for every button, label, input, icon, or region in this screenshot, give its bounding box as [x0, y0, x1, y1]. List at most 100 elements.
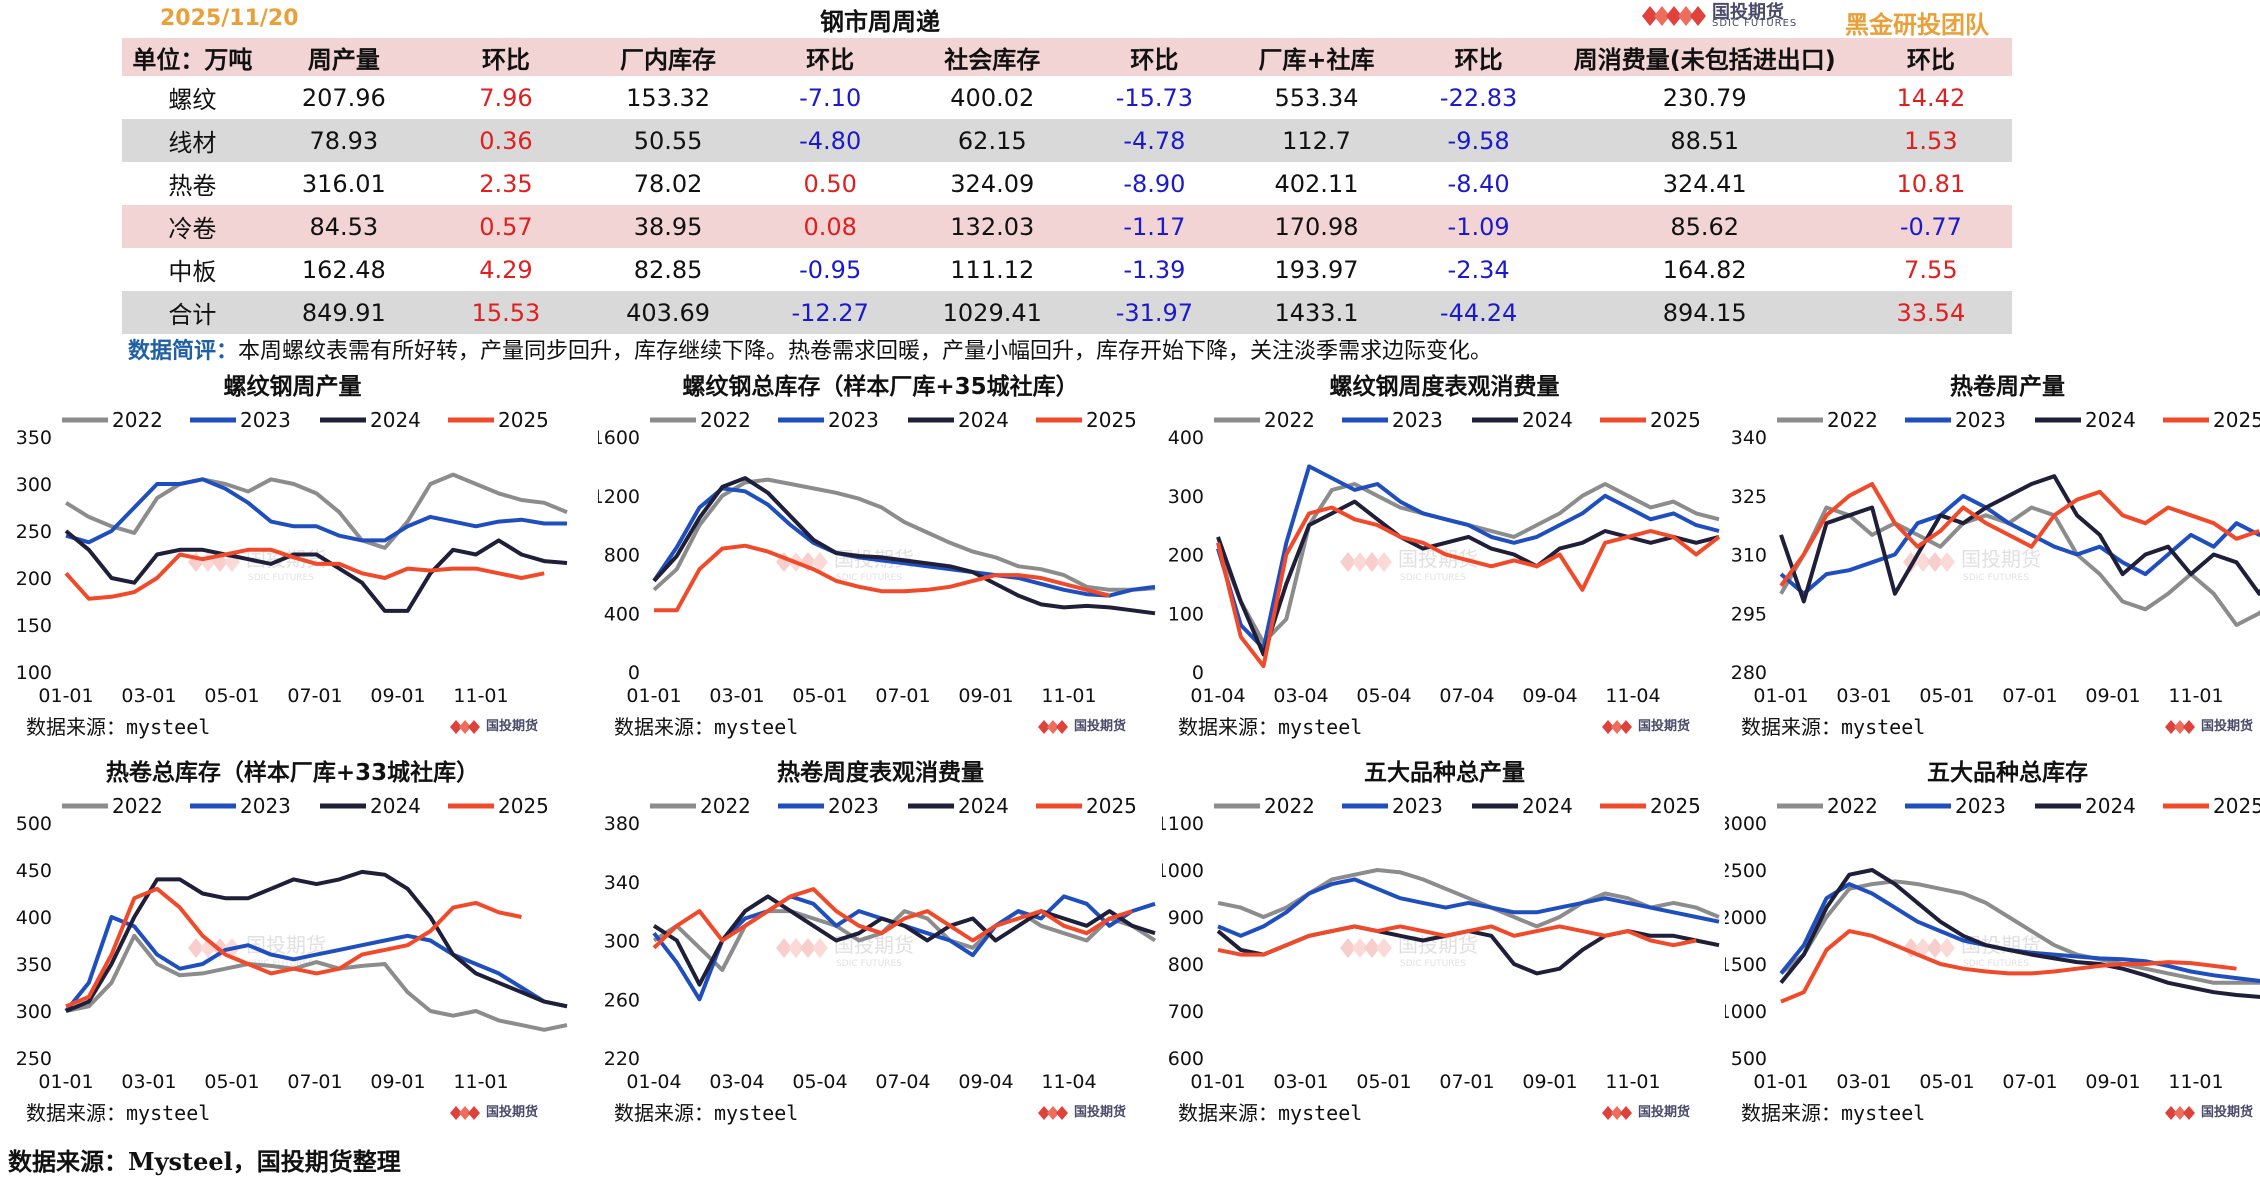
table-cell: 7.96 [479, 83, 533, 112]
table-cell: -44.24 [1397, 291, 1560, 334]
x-tick-label: 07-01 [1439, 1071, 1494, 1093]
svg-text:2022: 2022 [700, 408, 751, 432]
chart-logo-icon: 国投期货 [450, 718, 538, 734]
y-tick-label: 600 [1168, 1048, 1204, 1070]
chart-title: 热卷周度表观消费量 [777, 759, 984, 786]
brand-logo-icon [1642, 6, 1706, 26]
table-cell: 0.08 [749, 205, 912, 248]
legend-item-2024: 2024 [320, 794, 421, 818]
y-tick-label: 1500 [1725, 954, 1767, 976]
legend-item-2025: 2025 [1036, 794, 1137, 818]
svg-text:2022: 2022 [700, 794, 751, 818]
summary-table: 单位：万吨 周产量 环比 厂内库存 环比 社会库存 环比 厂库+社库 环比 周消费量(未包括进出口… [122, 38, 2012, 334]
table-cell: 84.53 [262, 205, 425, 248]
table-header-cell: 环比 [424, 38, 587, 76]
table-cell: 324.09 [950, 169, 1035, 198]
table-body: 螺纹 207.96 7.96 153.32 -7.10 400.02 -15.73 553.3… [122, 76, 2012, 334]
table-cell: -4.80 [749, 119, 912, 162]
table-row: 线材 78.93 0.36 50.55 -4.80 62.15 -4.78 112.7 -9.5… [122, 119, 2012, 162]
row-label: 中板 [168, 258, 217, 286]
series-line-2022 [64, 472, 568, 550]
legend-item-2025: 2025 [1036, 408, 1137, 432]
svg-text:国投期货: 国投期货 [2201, 718, 2253, 734]
chart-svg: 螺纹钢总库存（样本厂库+35城社库） 2022 2023 2024 2025 0 400 80… [598, 373, 1156, 739]
series-line-2025 [65, 886, 522, 1009]
legend-item-2022: 2022 [650, 408, 751, 432]
row-label: 冷卷 [122, 205, 263, 248]
chart-logo-icon: 国投期货 [1602, 1104, 1690, 1120]
table-cell: 50.55 [587, 119, 750, 162]
table-row: 热卷 316.01 2.35 78.02 0.50 324.09 -8.90 402.11 -8… [122, 162, 2012, 205]
table-cell: -8.40 [1447, 169, 1510, 198]
chart-source: 数据来源：mysteel [26, 1101, 210, 1125]
y-tick-label: 280 [1731, 662, 1767, 684]
y-tick-label: 200 [16, 568, 52, 590]
chart-title: 五大品种总产量 [1364, 759, 1525, 786]
team-name: 黑金研投团队 [1845, 11, 1989, 39]
table-cell: 1.53 [1849, 119, 2012, 162]
x-tick-label: 05-01 [1919, 1071, 1974, 1093]
row-label: 合计 [122, 291, 263, 334]
y-tick-label: 2500 [1725, 860, 1767, 882]
table-cell: -8.90 [1123, 169, 1186, 198]
svg-text:SDIC FUTURES: SDIC FUTURES [1963, 959, 2029, 969]
row-label: 线材 [122, 119, 263, 162]
series-line-2024 [1216, 499, 1720, 657]
table-cell: -22.83 [1439, 83, 1518, 112]
svg-text:SDIC FUTURES: SDIC FUTURES [248, 959, 314, 969]
legend-item-2023: 2023 [1342, 408, 1443, 432]
y-tick-label: 2000 [1725, 907, 1767, 929]
table-header-cell: 周产量 [262, 38, 425, 76]
series-line-2024 [652, 894, 1156, 987]
x-tick-label: 07-04 [1439, 685, 1494, 707]
svg-text:2024: 2024 [370, 794, 421, 818]
chart-svg: 热卷周度表观消费量 2022 2023 2024 2025 220 260 300 340 380… [604, 759, 1157, 1125]
table-cell: 112.7 [1235, 119, 1398, 162]
x-tick-label: 01-01 [1190, 1071, 1245, 1093]
table-cell: -1.09 [1397, 205, 1560, 248]
table-cell: 849.91 [262, 291, 425, 334]
y-tick-label: 900 [1168, 907, 1204, 929]
table-cell: 14.42 [1896, 83, 1966, 112]
y-tick-label: 250 [16, 521, 52, 543]
y-tick-label: 100 [16, 662, 52, 684]
svg-text:SDIC FUTURES: SDIC FUTURES [1963, 573, 2029, 583]
data-comment: 数据简评：本周螺纹表需有所好转，产量同步回升，库存继续下降。热卷需求回暖，产量小… [128, 333, 1492, 365]
chart-title: 螺纹钢周产量 [224, 373, 362, 400]
svg-text:国投期货: 国投期货 [1961, 547, 2041, 571]
table-header-cell: 周消费量(未包括进出口) [1559, 38, 1850, 76]
y-tick-label: 500 [16, 813, 52, 835]
legend-item-2022: 2022 [1777, 794, 1878, 818]
svg-text:国投期货: 国投期货 [1074, 718, 1126, 734]
chart-svg: 热卷总库存（样本厂库+33城社库） 2022 2023 2024 2025 250 300 3… [16, 759, 568, 1125]
series-line-2023 [1217, 877, 1720, 938]
table-cell: -31.97 [1073, 291, 1236, 334]
svg-text:2024: 2024 [958, 794, 1009, 818]
series-line-2024 [64, 529, 568, 613]
watermark-logo-icon: 国投期货 SDIC FUTURES [1903, 547, 2041, 583]
svg-text:2023: 2023 [240, 408, 291, 432]
x-tick-label: 07-01 [287, 1071, 342, 1093]
table-cell: -2.34 [1447, 255, 1510, 284]
chart-svg: 螺纹钢周度表观消费量 2022 2023 2024 2025 0 100 200 300 400 0… [1168, 373, 1721, 739]
x-tick-label: 11-01 [2168, 1071, 2223, 1093]
table-cell: 207.96 [301, 83, 386, 112]
svg-text:2025: 2025 [2213, 794, 2260, 818]
table-cell: 78.02 [633, 169, 703, 198]
table-cell: 10.81 [1896, 169, 1966, 198]
y-tick-label: 300 [604, 931, 640, 953]
legend-item-2024: 2024 [1472, 408, 1573, 432]
svg-text:2024: 2024 [2085, 408, 2136, 432]
table-cell: 62.15 [911, 119, 1074, 162]
chart-logo-icon: 国投期货 [1602, 718, 1690, 734]
table-cell: 230.79 [1662, 83, 1747, 112]
y-tick-label: 325 [1731, 486, 1767, 508]
y-tick-label: 260 [604, 989, 640, 1011]
table-header-cell: 单位：万吨 [122, 38, 263, 76]
table-row: 冷卷 84.53 0.57 38.95 0.08 132.03 -1.17 170.98 -1.… [122, 205, 2012, 248]
y-tick-label: 0 [1192, 662, 1204, 684]
table-cell: -9.58 [1397, 119, 1560, 162]
table-row: 中板 162.48 4.29 82.85 -0.95 111.12 -1.39 193.97 -… [122, 248, 2012, 291]
